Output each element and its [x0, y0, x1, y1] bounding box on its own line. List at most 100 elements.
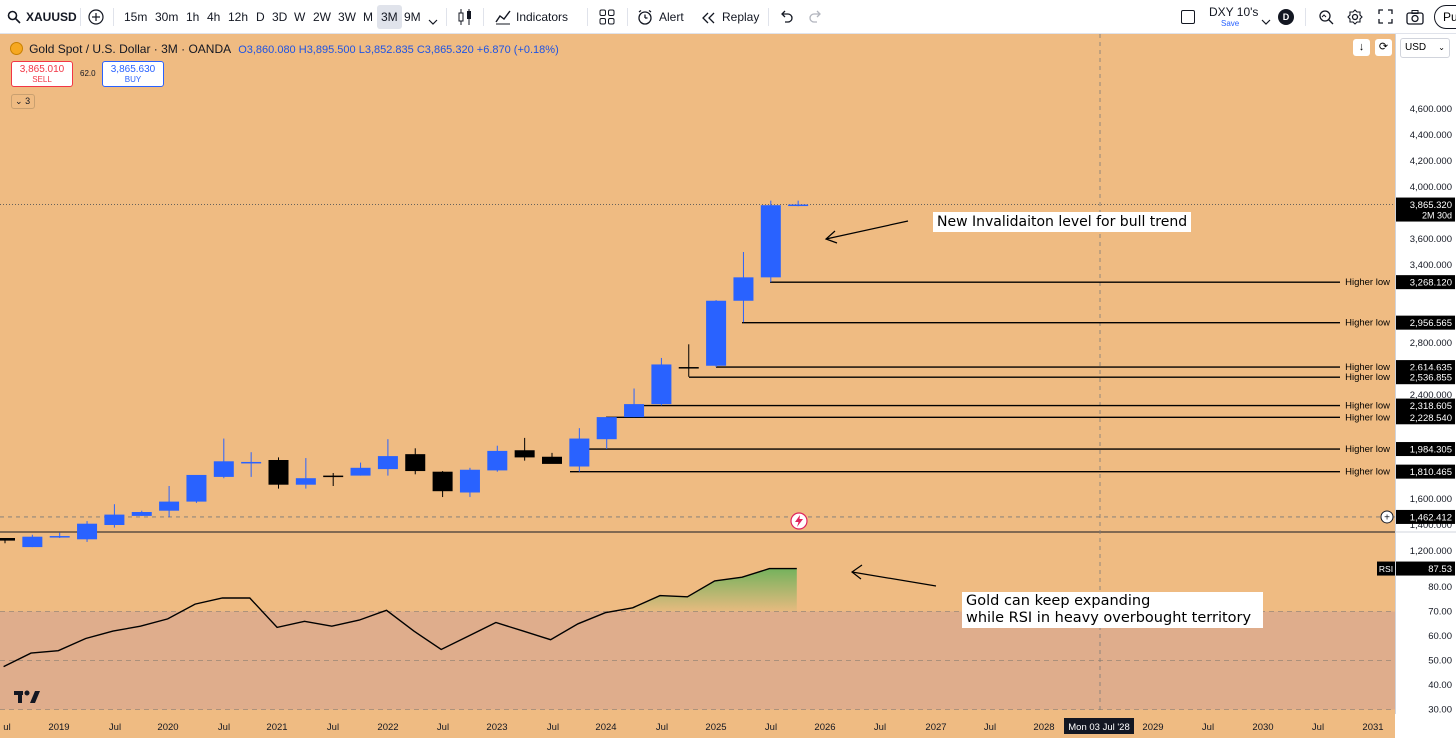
symbol-name[interactable]: XAUUSD: [26, 10, 77, 24]
higher-low-badge: [1396, 442, 1455, 457]
higher-low-label: Higher low: [1345, 412, 1390, 423]
timeframe-15m[interactable]: 15m: [124, 10, 148, 24]
price-axis-label: 1,200.000: [1410, 546, 1452, 557]
time-axis-label: 2020: [157, 722, 178, 733]
axis-corner: [1395, 714, 1456, 738]
sell-label: SELL: [32, 75, 52, 84]
rsi-annotation[interactable]: Gold can keep expanding while RSI in hea…: [962, 592, 1263, 628]
higher-low-label: Higher low: [1345, 318, 1390, 329]
timeframe-3m[interactable]: 3M: [377, 5, 402, 29]
higher-low-badge: [1396, 410, 1455, 425]
crosshair-price-badge: [1396, 509, 1455, 524]
time-axis-label: Jul: [547, 722, 559, 733]
price-axis-label: 4,000.000: [1410, 182, 1452, 193]
candle-type-icon[interactable]: [457, 8, 473, 31]
layout-checkbox-icon[interactable]: [1181, 10, 1195, 24]
auto-scale-button[interactable]: ⟳: [1375, 39, 1392, 56]
price-axis-label: 1,400.000: [1410, 520, 1452, 531]
candle-body: [213, 461, 234, 477]
timeframe-2w[interactable]: 2W: [313, 10, 331, 24]
higher-low-price: 1,984.305: [1410, 445, 1452, 456]
alert-clock-icon[interactable]: [637, 9, 653, 30]
fullscreen-icon[interactable]: [1378, 9, 1393, 29]
price-axis-label: 1,600.000: [1410, 494, 1452, 505]
timeframe-9m[interactable]: 9M: [404, 10, 421, 24]
chart-pane[interactable]: Higher low Higher low Higher low Higher low…: [0, 34, 1395, 738]
publish-button[interactable]: Pu: [1434, 5, 1456, 29]
compare-add-icon[interactable]: [88, 9, 104, 30]
time-axis-label: Jul: [984, 722, 996, 733]
rsi-axis-label: 70.00: [1428, 607, 1452, 618]
candle-body: [706, 300, 727, 366]
time-axis-label: Jul: [765, 722, 777, 733]
current-price-badge: [1396, 197, 1455, 222]
invalidation-annotation[interactable]: New Invalidaiton level for bull trend: [933, 212, 1192, 232]
indicators-button[interactable]: Indicators: [516, 10, 569, 24]
candle-body: [624, 404, 645, 418]
candle-body: [159, 501, 180, 511]
quick-search-icon[interactable]: [1318, 9, 1334, 30]
higher-low-label: Higher low: [1345, 362, 1390, 373]
symbol-title: Gold Spot / U.S. Dollar · 3M · OANDA: [29, 42, 232, 56]
candle-body: [487, 450, 508, 471]
price-axis[interactable]: USD ⌄ 4,600.000 4,400.000 4,200.000 4,000.0…: [1395, 34, 1456, 738]
lightning-icon[interactable]: [790, 512, 808, 535]
crosshair-date-label: Mon 03 Jul '28: [1068, 722, 1130, 733]
layout-save-label[interactable]: Save: [1221, 19, 1240, 28]
replay-button[interactable]: Replay: [722, 10, 760, 24]
price-axis-label: 2,400.000: [1410, 390, 1452, 401]
buy-button[interactable]: 3,865.630 BUY: [102, 61, 164, 87]
alert-button[interactable]: Alert: [659, 10, 684, 24]
candle-body: [186, 474, 207, 502]
currency-selector[interactable]: USD ⌄: [1400, 38, 1450, 58]
timeframe-w[interactable]: W: [294, 10, 306, 24]
indicator-collapse-toggle[interactable]: ⌄ 3: [11, 94, 35, 109]
rsi-value-badge: [1396, 561, 1455, 576]
chevron-down-icon[interactable]: [1261, 13, 1271, 31]
timeframe-m[interactable]: M: [363, 10, 373, 24]
candle-body: [268, 460, 289, 485]
higher-low-badge: [1396, 464, 1455, 479]
candle-body: [0, 538, 15, 541]
higher-low-price: 3,268.120: [1410, 278, 1452, 289]
rsi-name-label: RSI: [1379, 564, 1393, 574]
time-axis-label: Jul: [218, 722, 230, 733]
candle-body: [651, 364, 672, 405]
top-toolbar: XAUUSD 15m 30m 1h 4h 12h D 3D W 2W 3W M …: [0, 0, 1456, 34]
timeframe-30m[interactable]: 30m: [155, 10, 179, 24]
higher-low-badge: [1396, 398, 1455, 413]
undo-icon[interactable]: [779, 10, 793, 29]
higher-low-price: 2,956.565: [1410, 318, 1452, 329]
camera-snapshot-icon[interactable]: [1406, 9, 1424, 30]
replay-icon[interactable]: [701, 11, 715, 29]
timeframe-3d[interactable]: 3D: [272, 10, 288, 24]
symbol-search-icon[interactable]: [7, 10, 21, 24]
layouts-grid-icon[interactable]: [599, 9, 615, 30]
time-axis-label: 2027: [925, 722, 946, 733]
candle-body: [569, 438, 590, 467]
candle-body: [49, 536, 70, 538]
candle-body: [514, 450, 535, 458]
timeframe-3w[interactable]: 3W: [338, 10, 356, 24]
higher-low-price: 2,318.605: [1410, 401, 1452, 412]
rsi-axis-label: 80.00: [1428, 582, 1452, 593]
timeframe-d[interactable]: D: [256, 10, 265, 24]
arrow-line: [851, 571, 937, 587]
redo-icon[interactable]: [809, 10, 823, 29]
timeframe-1h[interactable]: 1h: [186, 10, 200, 24]
chart-legend: Gold Spot / U.S. Dollar · 3M · OANDA O3,…: [10, 42, 559, 56]
candle-body: [323, 475, 344, 478]
user-avatar[interactable]: D: [1278, 9, 1294, 25]
chevron-down-icon[interactable]: [428, 13, 438, 31]
indicators-icon[interactable]: [495, 9, 511, 30]
timeframe-4h[interactable]: 4h: [207, 10, 221, 24]
sell-button[interactable]: 3,865.010 SELL: [11, 61, 73, 87]
scroll-down-button[interactable]: ↓: [1353, 39, 1370, 56]
time-axis-label: Jul: [656, 722, 668, 733]
timeframe-12h[interactable]: 12h: [228, 10, 249, 24]
candle-body: [733, 277, 754, 301]
candle-body: [788, 204, 809, 207]
settings-gear-icon[interactable]: [1347, 9, 1363, 30]
layout-name[interactable]: DXY 10's: [1209, 5, 1259, 19]
